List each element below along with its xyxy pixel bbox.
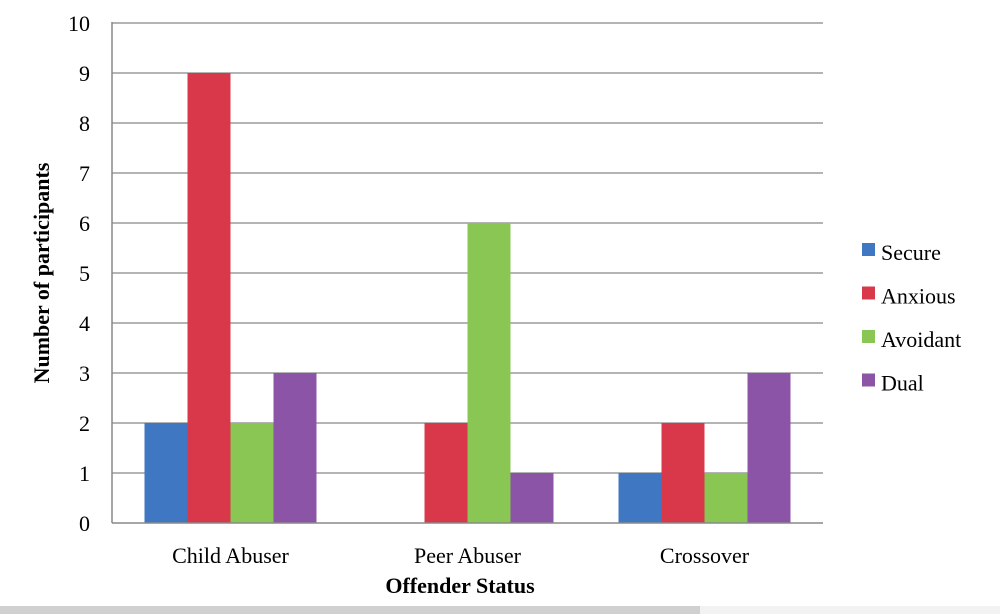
- legend-label-avoidant: Avoidant: [881, 327, 961, 352]
- y-tick-label: 1: [79, 461, 90, 486]
- y-tick-label: 8: [79, 111, 90, 136]
- bar-avoidant-peer-abuser: [467, 223, 511, 523]
- y-tick-label: 6: [79, 211, 90, 236]
- legend-swatch-anxious: [862, 286, 875, 300]
- y-tick-label: 2: [79, 411, 90, 436]
- x-category-labels: Child Abuser Peer Abuser Crossover: [172, 543, 750, 568]
- legend-label-dual: Dual: [881, 371, 924, 396]
- y-tick-label: 7: [79, 161, 90, 186]
- bar-secure-crossover: [618, 473, 662, 523]
- legend-swatch-secure: [862, 243, 875, 256]
- y-tick-label: 4: [79, 311, 90, 336]
- y-tick-label: 10: [68, 11, 90, 36]
- horizontal-scrollbar[interactable]: [0, 606, 1000, 614]
- y-tick-labels: 0 1 2 3 4 5 6 7 8 9 10: [68, 11, 90, 536]
- bar-dual-child-abuser: [273, 373, 317, 523]
- bar-dual-peer-abuser: [510, 473, 554, 523]
- bar-anxious-peer-abuser: [424, 423, 468, 523]
- legend-label-secure: Secure: [881, 240, 941, 265]
- scrollbar-thumb[interactable]: [0, 606, 700, 614]
- y-tick-label: 9: [79, 61, 90, 86]
- x-category-label: Crossover: [660, 543, 750, 568]
- bar-avoidant-crossover: [704, 473, 748, 523]
- x-category-label: Peer Abuser: [414, 543, 522, 568]
- bar-anxious-child-abuser: [187, 73, 231, 523]
- bar-anxious-crossover: [661, 423, 705, 523]
- legend-label-anxious: Anxious: [881, 284, 956, 309]
- x-axis-title: Offender Status: [385, 573, 535, 598]
- axes: [111, 22, 823, 524]
- y-axis-title: Number of participants: [29, 162, 54, 383]
- y-tick-label: 3: [79, 361, 90, 386]
- y-tick-label: 5: [79, 261, 90, 286]
- bar-avoidant-child-abuser: [230, 423, 274, 523]
- bar-dual-crossover: [747, 373, 791, 523]
- bar-secure-child-abuser: [144, 423, 188, 523]
- legend: Secure Anxious Avoidant Dual: [862, 240, 961, 396]
- legend-swatch-avoidant: [862, 330, 875, 343]
- bars: [144, 73, 791, 523]
- legend-swatch-dual: [862, 373, 875, 387]
- y-tick-label: 0: [79, 511, 90, 536]
- x-category-label: Child Abuser: [172, 543, 289, 568]
